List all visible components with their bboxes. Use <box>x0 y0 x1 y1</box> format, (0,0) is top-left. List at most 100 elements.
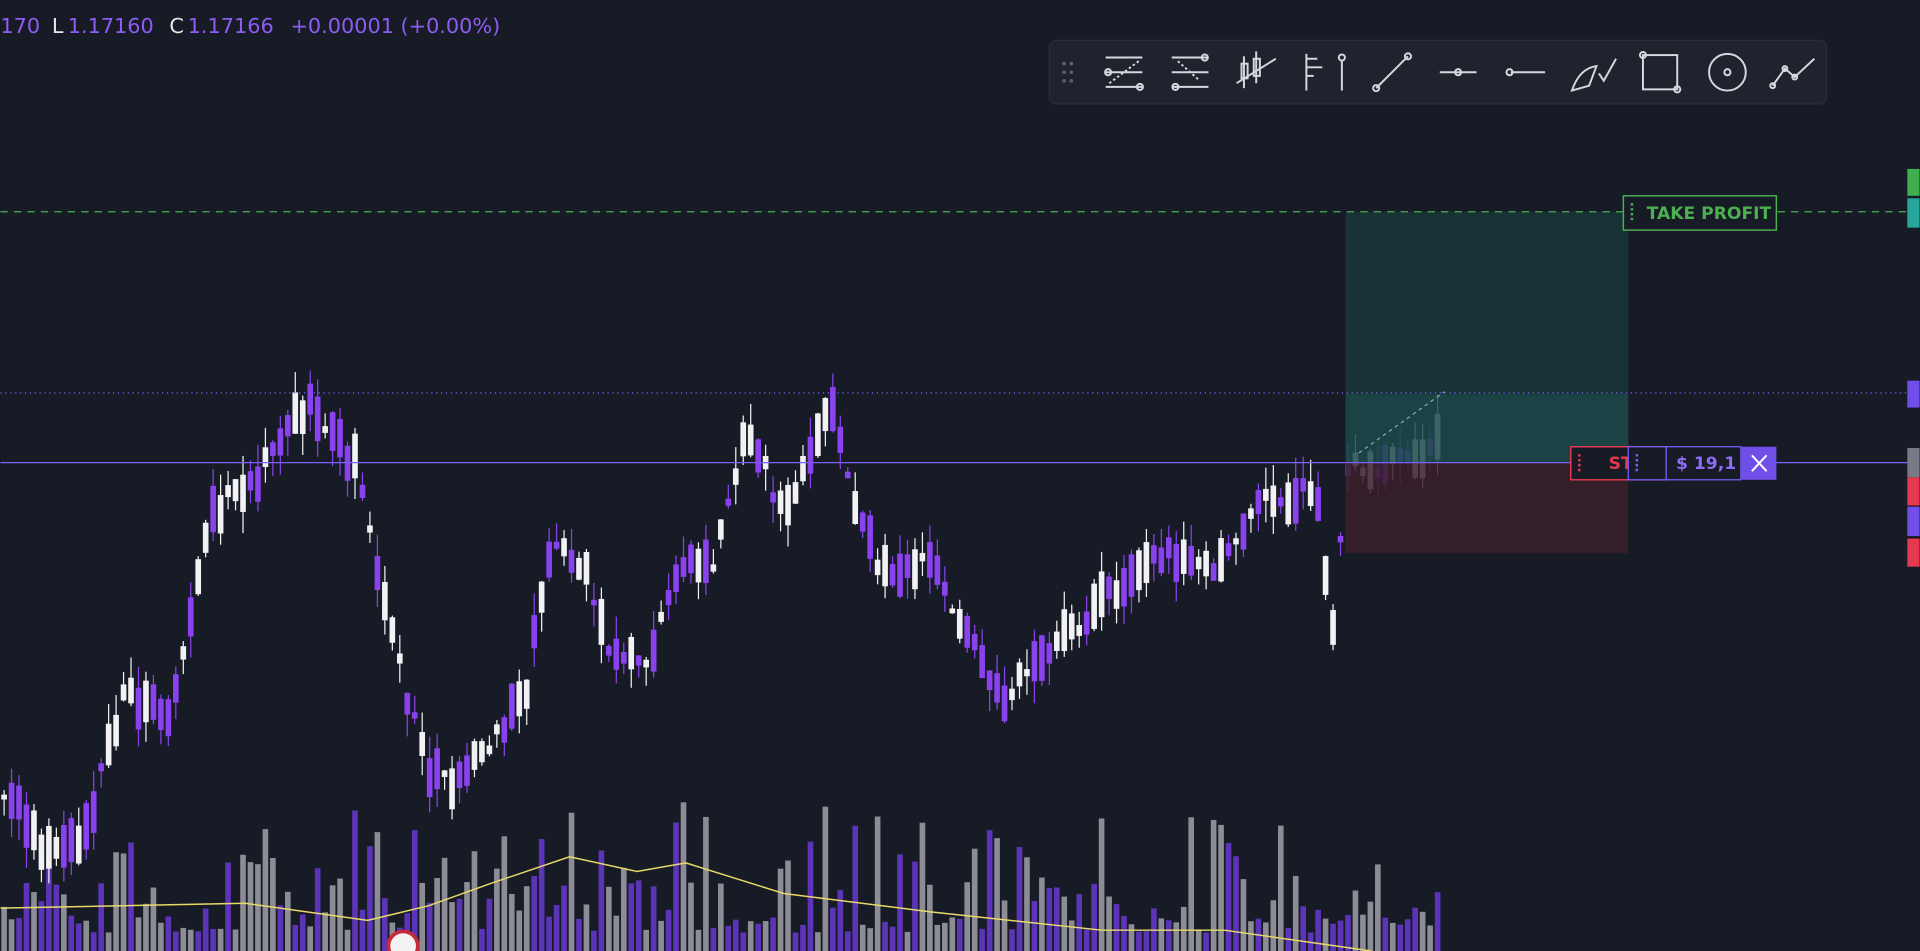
candle-body <box>561 538 567 557</box>
volume-bar <box>1240 879 1247 951</box>
candle-body <box>508 683 515 729</box>
volume-bar <box>158 922 164 951</box>
horizontal-ray-tool[interactable] <box>1505 68 1546 77</box>
candle-body <box>1188 545 1195 576</box>
event-flag[interactable] <box>386 929 420 951</box>
volume-bar <box>1397 924 1404 951</box>
candle-body <box>329 412 336 451</box>
volume-bar <box>232 929 239 951</box>
candle-body <box>255 466 261 502</box>
candle-body <box>1098 571 1105 618</box>
ohlc-value: 170 <box>0 14 40 38</box>
volume-bar <box>1352 890 1359 951</box>
candle-body <box>643 659 649 668</box>
volume-bar <box>508 893 515 951</box>
candle-body <box>307 383 314 415</box>
rectangle-tool[interactable] <box>1638 51 1682 94</box>
candle-body <box>180 646 187 660</box>
volume-bar <box>128 842 134 951</box>
path-tool[interactable] <box>1769 58 1815 90</box>
volume-bar <box>210 928 216 951</box>
candle-body <box>464 755 470 786</box>
candle-body <box>919 552 926 562</box>
volume-bar <box>927 884 933 951</box>
volume-bar <box>23 882 30 951</box>
fib-extension-tool[interactable] <box>1171 53 1209 91</box>
volume-bar <box>1270 900 1277 951</box>
volume-bar <box>710 927 717 951</box>
candle-body <box>165 699 172 737</box>
candle-body <box>635 655 642 666</box>
stop-loss-label[interactable]: ST <box>1609 454 1633 474</box>
volume-bar <box>307 926 314 951</box>
candle-body <box>150 684 157 720</box>
candle-body <box>471 741 478 770</box>
take-profit-label-box[interactable] <box>1622 195 1778 231</box>
volume-bar <box>688 882 694 951</box>
candle-body <box>815 413 821 457</box>
volume-bar <box>1404 919 1411 951</box>
volume-bar <box>680 802 687 951</box>
volume-bar <box>695 929 702 951</box>
ohlc-value: 1.17166 <box>188 14 274 38</box>
fib-retracement-tool[interactable] <box>1104 56 1144 91</box>
volume-bar <box>277 905 284 951</box>
volume-bar <box>971 848 978 951</box>
volume-bar <box>1389 922 1396 951</box>
candle-body <box>1255 489 1262 514</box>
volume-bar <box>732 919 739 951</box>
volume-bar <box>262 829 269 951</box>
candle-body <box>98 763 104 772</box>
candle-body <box>1285 482 1292 525</box>
circle-tool[interactable] <box>1708 52 1747 92</box>
trend-line-tool[interactable] <box>1372 52 1413 93</box>
volume-bar <box>583 904 590 951</box>
candle-body <box>882 544 888 587</box>
candle-body <box>583 552 590 585</box>
volume-bar <box>1068 920 1075 951</box>
volume-bar <box>1076 894 1083 951</box>
candle-body <box>240 474 246 512</box>
amount-label[interactable]: $ 19,1 <box>1676 454 1736 474</box>
candle-body <box>494 724 500 735</box>
candle-body <box>1136 550 1142 591</box>
brush-tool[interactable] <box>1570 58 1617 93</box>
volume-bar <box>1001 900 1008 951</box>
candle-body <box>994 673 1000 703</box>
candle-body <box>135 687 142 730</box>
projection-line <box>1358 391 1446 454</box>
candle-body <box>195 559 202 595</box>
drag-handle[interactable] <box>1062 61 1074 83</box>
candle-body <box>441 770 448 778</box>
volume-bar <box>1143 931 1150 951</box>
candle-body <box>576 557 582 580</box>
take-profit-label[interactable]: TAKE PROFIT <box>1647 204 1772 224</box>
volume-bar <box>471 851 478 951</box>
candle-body <box>777 490 784 514</box>
volume-bar <box>942 922 948 951</box>
candle-body <box>1128 554 1135 597</box>
volume-bar <box>419 882 426 951</box>
candle-body <box>1300 478 1307 492</box>
candle-body <box>732 468 739 485</box>
volume-bar <box>1345 915 1351 951</box>
candle-body <box>38 834 45 870</box>
volume-bar <box>665 909 672 951</box>
horizontal-line-tool[interactable] <box>1439 68 1477 77</box>
candle-body <box>807 436 814 474</box>
candle-body <box>889 564 896 586</box>
candle-body <box>284 415 291 437</box>
volume-bar <box>1300 906 1307 951</box>
candle-body <box>1330 609 1336 645</box>
candle-body <box>695 548 702 583</box>
volume-bar <box>852 825 859 951</box>
position-tool[interactable] <box>1305 53 1346 91</box>
volume-bar <box>344 929 351 951</box>
pattern-tool[interactable] <box>1236 51 1277 89</box>
candle-body <box>718 519 724 540</box>
volume-bar <box>8 919 15 951</box>
candle-body <box>1076 625 1083 636</box>
volume-bar <box>934 924 941 951</box>
